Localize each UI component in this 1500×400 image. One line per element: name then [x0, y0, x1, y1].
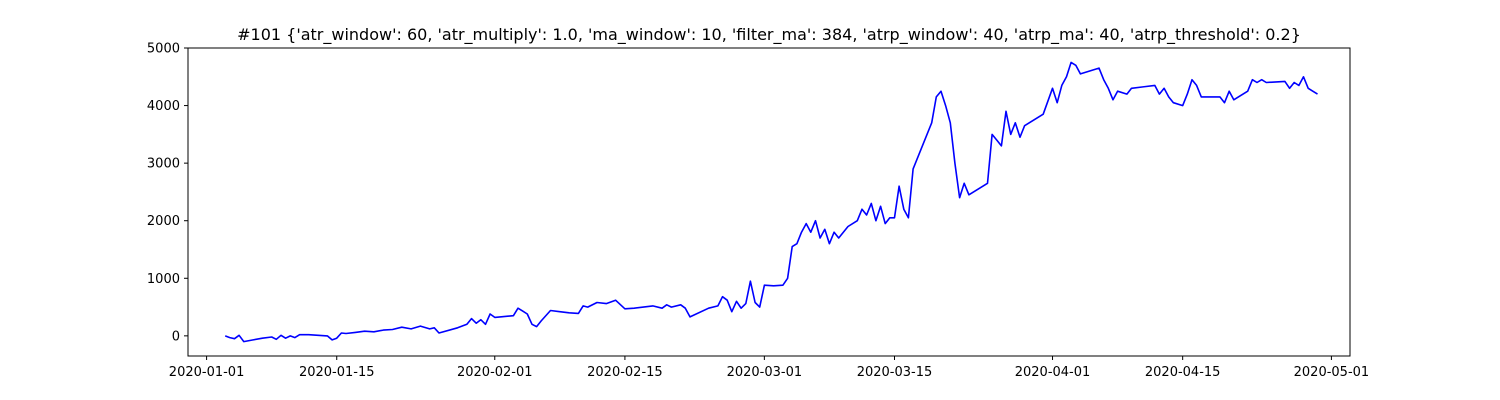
y-tick-label: 0	[172, 329, 180, 344]
x-tick-label: 2020-04-15	[1145, 365, 1221, 380]
y-tick-label: 3000	[147, 157, 180, 172]
x-tick-label: 2020-03-01	[727, 365, 803, 380]
chart-title: #101 {'atr_window': 60, 'atr_multiply': …	[237, 25, 1301, 45]
y-tick-label: 2000	[147, 214, 180, 229]
x-tick-label: 2020-03-15	[857, 365, 933, 380]
series-line	[224, 61, 1318, 343]
x-tick-label: 2020-04-01	[1015, 365, 1091, 380]
y-tick-label: 4000	[147, 99, 180, 114]
x-tick-label: 2020-05-01	[1294, 365, 1370, 380]
y-tick-label: 1000	[147, 272, 180, 287]
y-tick-label: 5000	[147, 42, 180, 57]
x-tick-label: 2020-02-15	[587, 365, 663, 380]
x-tick-label: 2020-02-01	[457, 365, 533, 380]
plot-frame	[187, 47, 1351, 357]
x-axis: 2020-01-01 2020-01-15 2020-02-01 2020-02-15…	[169, 356, 1369, 380]
x-tick-label: 2020-01-15	[299, 365, 375, 380]
y-axis: 0 1000 2000 3000 4000 5000	[147, 42, 188, 344]
x-tick-label: 2020-01-01	[169, 365, 245, 380]
